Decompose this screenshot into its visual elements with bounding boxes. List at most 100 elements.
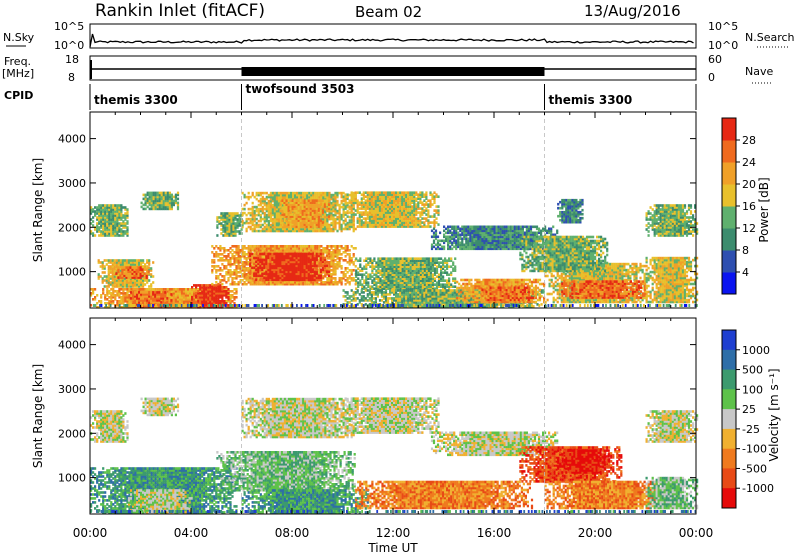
heatmap-cell <box>117 285 120 288</box>
heatmap-cell <box>271 245 274 248</box>
heatmap-cell <box>121 283 124 286</box>
heatmap-cell <box>102 290 105 293</box>
heatmap-cell <box>138 283 141 286</box>
heatmap-cell <box>201 294 204 297</box>
heatmap-cell <box>233 277 236 280</box>
heatmap-cell <box>154 191 157 195</box>
heatmap-cell <box>172 302 175 305</box>
heatmap-cell <box>120 300 123 303</box>
heatmap-cell <box>221 269 224 272</box>
heatmap-cell <box>255 268 258 272</box>
heatmap-cell <box>223 302 226 305</box>
heatmap-cell <box>215 294 218 297</box>
heatmap-cell <box>92 208 95 211</box>
heatmap-cell <box>320 249 323 252</box>
heatmap-cell <box>119 285 122 288</box>
heatmap-cell <box>221 290 224 293</box>
heatmap-cell <box>152 291 155 294</box>
heatmap-cell <box>106 292 109 295</box>
heatmap-cell <box>137 266 140 269</box>
heatmap-cell <box>120 306 123 309</box>
heatmap-cell <box>135 274 138 277</box>
heatmap-cell <box>199 292 202 295</box>
heatmap-cell <box>138 279 141 282</box>
heatmap-cell <box>125 283 129 286</box>
heatmap-cell <box>132 288 135 291</box>
heatmap-cell <box>136 283 139 286</box>
heatmap-cell <box>255 272 258 276</box>
heatmap-cell <box>209 290 212 293</box>
heatmap-cell <box>217 275 220 278</box>
heatmap-cell <box>184 292 188 295</box>
heatmap-cell <box>193 306 196 309</box>
heatmap-cell <box>219 292 222 295</box>
heatmap-cell <box>132 306 135 309</box>
heatmap-cell <box>344 282 347 286</box>
heatmap-cell <box>348 281 351 284</box>
heatmap-cell <box>269 252 272 256</box>
heatmap-cell <box>336 209 339 213</box>
heatmap-cell <box>271 217 274 221</box>
heatmap-cell <box>143 272 146 275</box>
heatmap-cell <box>227 298 230 301</box>
heatmap-cell <box>118 234 121 237</box>
heatmap-cell <box>369 257 372 260</box>
heatmap-cell <box>253 223 256 227</box>
heatmap-cell <box>235 292 238 295</box>
power-cells <box>90 191 699 309</box>
heatmap-cell <box>377 275 380 278</box>
heatmap-cell <box>235 265 238 268</box>
heatmap-cell <box>152 275 155 278</box>
heatmap-cell <box>146 279 149 282</box>
heatmap-cell <box>102 288 105 291</box>
heatmap-cell <box>223 275 226 278</box>
heatmap-cell <box>124 306 127 309</box>
heatmap-cell <box>322 281 325 284</box>
heatmap-cell <box>338 203 341 207</box>
heatmap-cell <box>141 268 144 271</box>
heatmap-cell <box>162 291 165 294</box>
heatmap-cell <box>150 291 153 294</box>
heatmap-cell <box>211 286 214 289</box>
heatmap-cell <box>133 291 137 294</box>
heatmap-cell <box>247 225 250 229</box>
heatmap-cell <box>124 206 127 209</box>
nsky-frame <box>89 23 697 49</box>
heatmap-cell <box>217 306 220 309</box>
heatmap-cell <box>219 257 222 260</box>
heatmap-cell <box>119 267 122 270</box>
heatmap-cell <box>164 288 167 291</box>
heatmap-cell <box>116 292 119 295</box>
heatmap-cell <box>318 282 321 286</box>
heatmap-cell <box>227 304 230 307</box>
heatmap-cell <box>363 265 366 268</box>
heatmap-cell <box>233 281 236 284</box>
heatmap-cell <box>245 213 248 217</box>
heatmap-cell <box>207 296 210 299</box>
heatmap-cell <box>340 199 343 203</box>
heatmap-cell <box>243 251 246 254</box>
heatmap-cell <box>105 279 108 282</box>
heatmap-cell <box>168 306 171 309</box>
heatmap-cell <box>128 302 131 305</box>
heatmap-cell <box>130 288 133 291</box>
heatmap-cell <box>125 261 129 264</box>
heatmap-cell <box>135 268 138 271</box>
heatmap-cell <box>187 306 190 309</box>
heatmap-cell <box>309 252 312 256</box>
heatmap-cell <box>334 217 337 221</box>
heatmap-cell <box>144 283 147 286</box>
heatmap-cell <box>255 260 258 264</box>
heatmap-cell <box>112 294 115 297</box>
heatmap-cell <box>249 262 252 266</box>
heatmap-cell <box>296 191 299 195</box>
heatmap-cell <box>217 292 220 295</box>
heatmap-cell <box>350 269 353 272</box>
heatmap-cell <box>348 227 351 231</box>
heatmap-cell <box>377 285 380 288</box>
heatmap-cell <box>225 281 228 284</box>
heatmap-cell <box>223 294 226 297</box>
heatmap-cell <box>131 268 134 271</box>
heatmap-cell <box>338 277 341 280</box>
heatmap-cell <box>291 252 294 256</box>
